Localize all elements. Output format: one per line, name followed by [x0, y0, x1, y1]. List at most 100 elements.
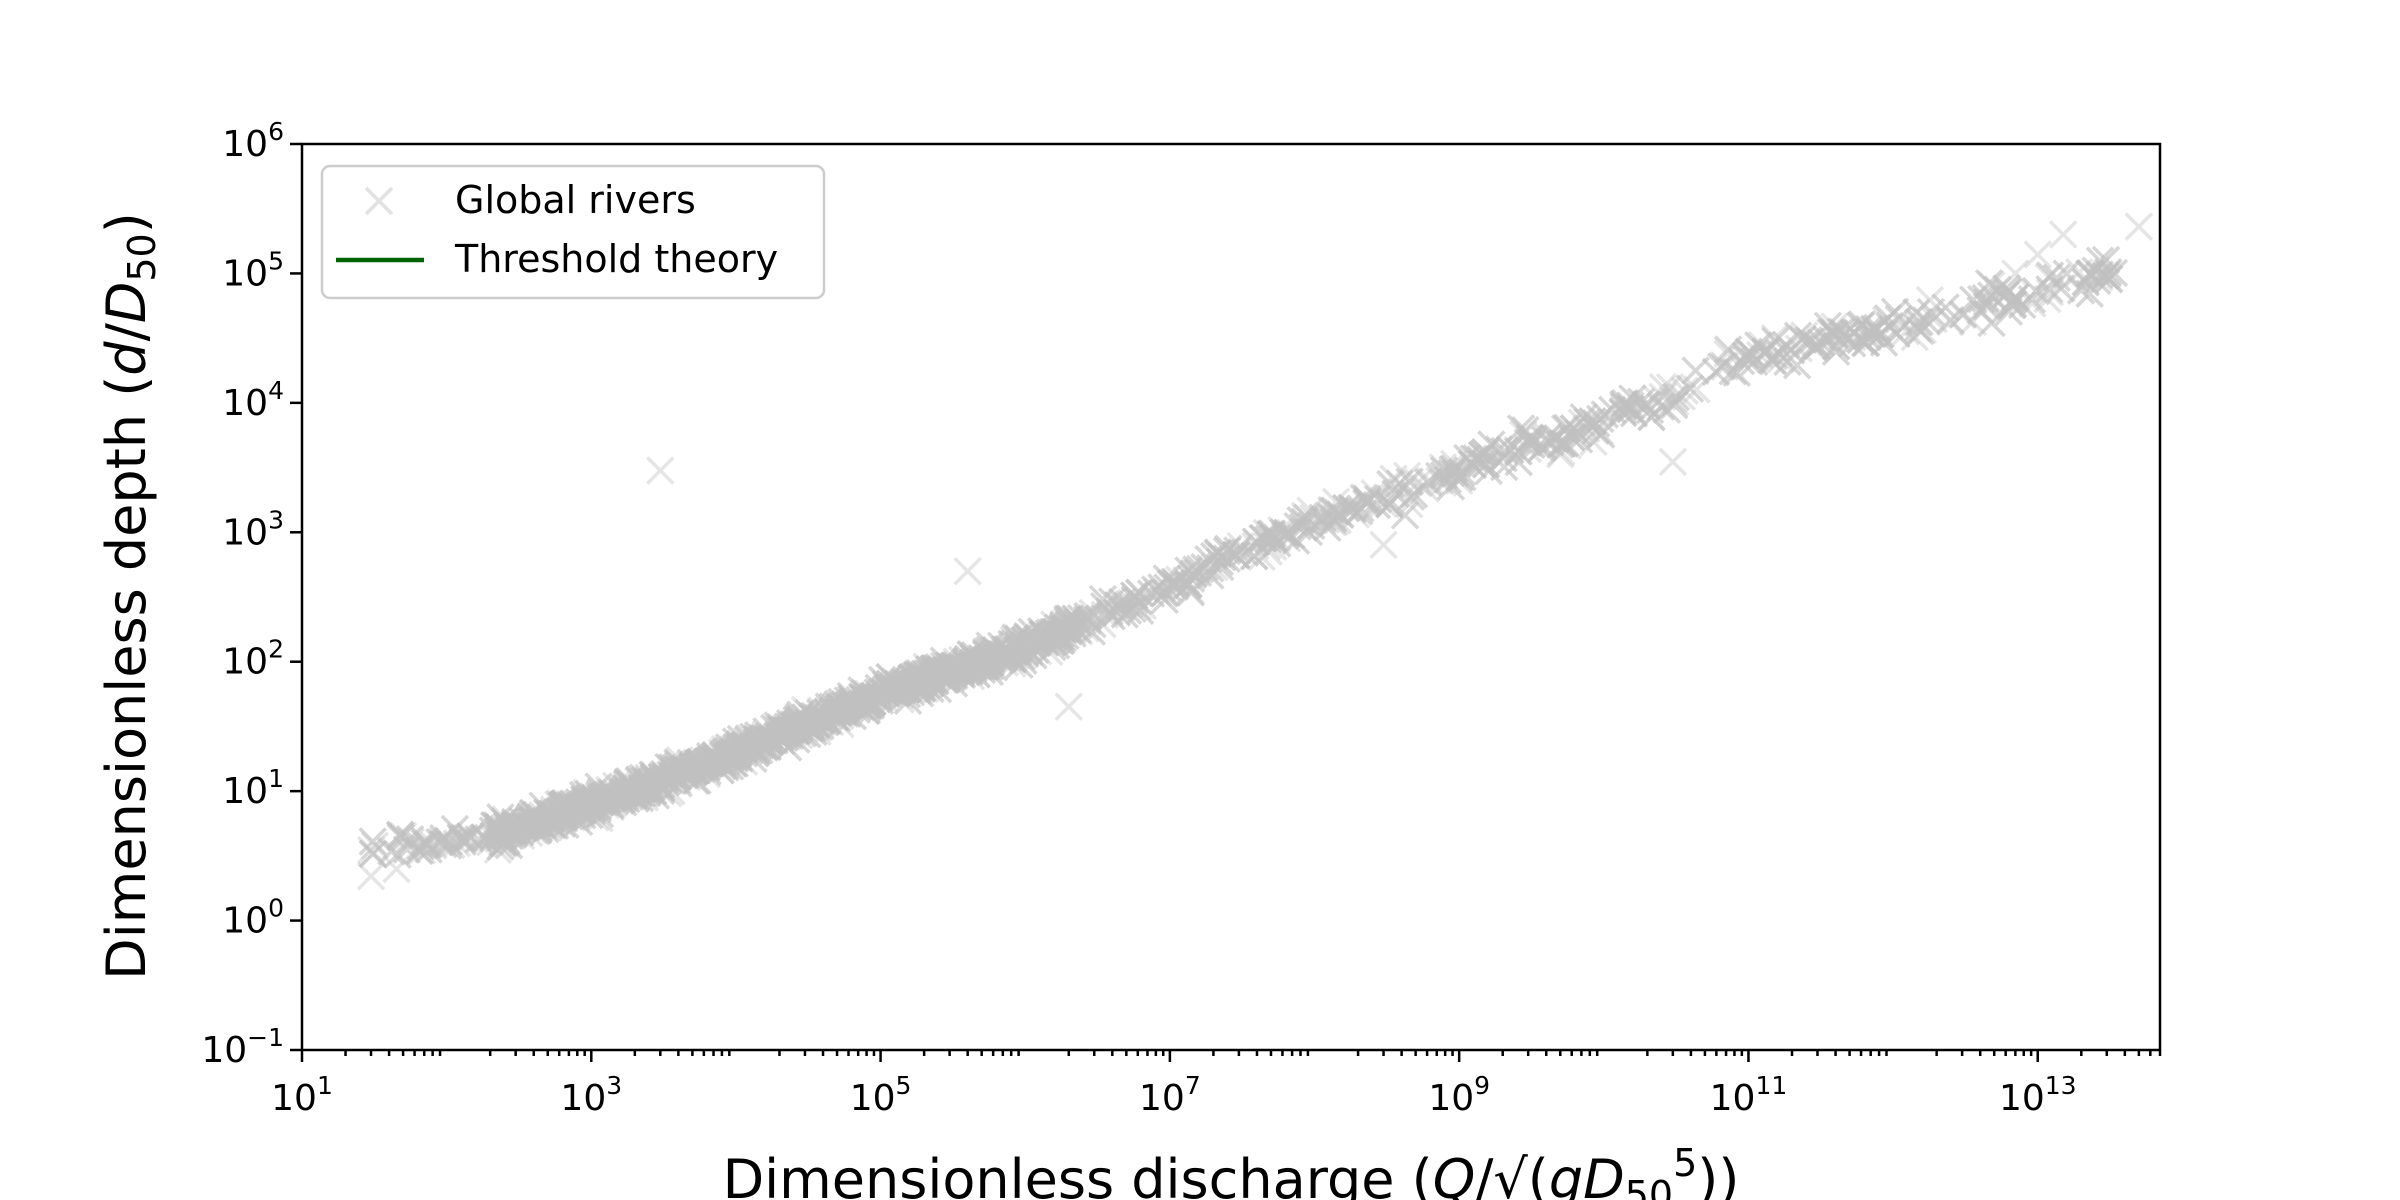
data-point: [1267, 515, 1296, 545]
data-point: [961, 650, 990, 680]
data-point: [1054, 615, 1083, 644]
data-point: [906, 669, 936, 699]
data-point: [776, 711, 805, 741]
data-point: [578, 781, 608, 811]
data-point: [588, 783, 617, 813]
data-point: [487, 827, 517, 857]
data-point: [1119, 581, 1149, 610]
data-point: [972, 646, 1001, 675]
data-point: [943, 657, 973, 686]
data-point: [951, 658, 981, 687]
data-point: [628, 775, 657, 804]
data-point: [522, 808, 552, 838]
data-point: [956, 662, 986, 691]
data-point: [1709, 351, 1738, 380]
data-point: [617, 780, 647, 809]
data-point: [2065, 257, 2094, 287]
data-point: [926, 656, 956, 685]
data-point: [627, 774, 657, 804]
data-point: [476, 827, 505, 857]
data-point: [918, 662, 948, 691]
data-point: [581, 786, 611, 815]
data-point: [708, 742, 738, 771]
data-point: [858, 682, 887, 711]
data-point: [1252, 518, 1281, 548]
data-point: [679, 757, 709, 786]
data-point: [579, 785, 609, 814]
data-point: [456, 824, 485, 853]
data-point: [1411, 474, 1440, 503]
data-point: [1395, 490, 1424, 519]
data-point: [556, 795, 586, 824]
data-point: [1713, 339, 1742, 369]
data-point: [1253, 531, 1282, 561]
data-point: [1064, 617, 1094, 646]
data-point: [1977, 270, 2006, 300]
data-point: [712, 741, 742, 771]
data-point: [591, 790, 621, 819]
data-point: [1318, 508, 1348, 537]
data-point: [541, 805, 570, 834]
data-point: [1000, 641, 1030, 671]
data-point: [673, 762, 702, 792]
data-point: [780, 714, 809, 744]
data-point: [942, 647, 971, 676]
data-point: [841, 690, 871, 720]
data-point: [1682, 375, 1711, 404]
data-point: [971, 639, 1001, 669]
data-point: [1900, 322, 1929, 352]
data-point: [1028, 618, 1058, 648]
data-point: [1156, 569, 1185, 599]
data-point: [994, 643, 1023, 673]
data-point: [870, 683, 899, 713]
data-point: [1090, 600, 1120, 630]
data-point: [912, 652, 941, 682]
data-point: [767, 716, 797, 746]
data-point: [1116, 589, 1146, 618]
data-point: [1559, 414, 1589, 443]
data-point: [704, 745, 733, 775]
data-point: [601, 771, 631, 800]
data-point: [599, 782, 629, 811]
data-point: [896, 668, 925, 697]
data-point: [984, 644, 1014, 674]
data-point: [1176, 576, 1205, 605]
data-point: [620, 776, 649, 805]
data-point: [1736, 345, 1765, 374]
data-point: [597, 777, 627, 807]
data-point: [649, 766, 678, 795]
data-point: [692, 748, 721, 777]
data-point: [1556, 422, 1586, 452]
data-point: [1882, 319, 1911, 349]
data-point: [1750, 337, 1780, 366]
data-point: [1579, 427, 1608, 457]
data-point: [523, 808, 553, 838]
data-point: [930, 652, 960, 681]
data-point: [1053, 612, 1083, 642]
data-point: [697, 747, 726, 777]
data-point: [519, 806, 548, 836]
data-point: [903, 676, 933, 706]
data-point: [580, 786, 610, 815]
data-point: [506, 815, 536, 845]
data-point: [782, 716, 811, 746]
data-point: [871, 679, 901, 708]
data-point: [2091, 261, 2120, 290]
data-point: [895, 667, 925, 697]
data-point: [492, 828, 521, 858]
data-point: [1375, 490, 1404, 519]
data-point: [1615, 394, 1645, 424]
data-point: [1004, 636, 1033, 665]
data-point: [886, 681, 915, 710]
data-point: [817, 697, 846, 727]
data-point: [903, 659, 933, 688]
data-point: [886, 685, 915, 714]
data-point: [1172, 571, 1201, 600]
data-point: [708, 748, 737, 778]
data-point: [1661, 387, 1690, 417]
data-point: [803, 717, 832, 746]
data-point: [483, 813, 512, 843]
data-point: [1891, 316, 1921, 346]
data-point: [904, 673, 933, 702]
data-point: [1296, 496, 1325, 525]
